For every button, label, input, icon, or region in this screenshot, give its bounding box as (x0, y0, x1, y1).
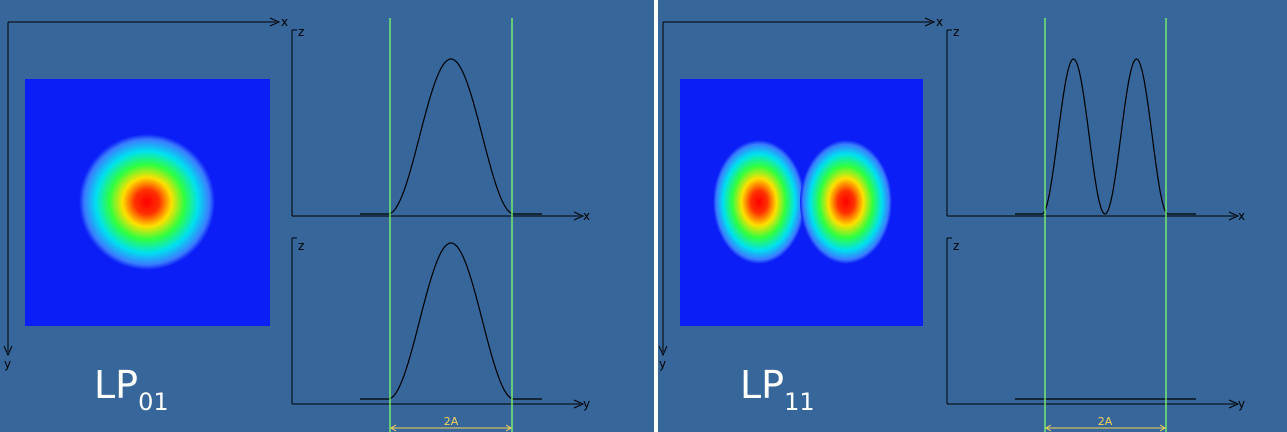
plot2-z-label: z (298, 239, 304, 253)
frame-x-arrow (269, 17, 281, 27)
span-marker-lp11 (1045, 424, 1166, 432)
plot2-y-label: y (583, 397, 590, 411)
frame-axes (3, 17, 281, 357)
plot-zx-lp01 (291, 29, 585, 221)
plot1-z-label: z (298, 25, 304, 39)
panel-lp01: x y z x z y (0, 0, 654, 432)
frame-y-arrow (3, 345, 13, 357)
mode-main-lp01: LP (94, 363, 138, 407)
plot-zy-lp11 (946, 237, 1240, 409)
field-lobe-left (713, 140, 805, 264)
frame-axes-lp11 (658, 17, 936, 357)
plot2-y-label-lp11: y (1238, 397, 1245, 411)
panel-lp11-drawing: x y z x z y (658, 15, 1245, 432)
plot-zx-lp11 (946, 29, 1240, 221)
span-label-lp11: 2A (1098, 415, 1113, 428)
mode-sub-lp11: 11 (784, 388, 815, 416)
panel-lp11: x y z x z y (658, 0, 1287, 432)
profile-curve-x-lp11 (1015, 58, 1196, 215)
field-spot-lp01 (79, 134, 215, 270)
span-marker-lp01 (390, 424, 512, 432)
plot1-x-label-lp11: x (1238, 209, 1245, 223)
frame-x-label: x (281, 15, 288, 29)
plot1-z-label-lp11: z (953, 25, 959, 39)
panel-lp01-drawing: x y z x z y (3, 15, 590, 432)
span-label-lp01: 2A (444, 415, 459, 428)
profile-curve-y-lp01 (360, 242, 542, 400)
plot-zy-lp01 (291, 237, 585, 409)
mode-label-lp11: LP11 (740, 363, 815, 416)
frame-y-label-lp11: y (659, 357, 666, 371)
frame-y-label: y (4, 357, 11, 371)
profile-curve-x-lp01 (360, 58, 542, 215)
plot1-x-label: x (583, 209, 590, 223)
frame-x-label-lp11: x (936, 15, 943, 29)
mode-sub-lp01: 01 (138, 388, 169, 416)
mode-label-lp01: LP01 (94, 363, 169, 416)
field-lobe-right (800, 140, 892, 264)
plot2-z-label-lp11: z (953, 239, 959, 253)
mode-main-lp11: LP (740, 363, 784, 407)
